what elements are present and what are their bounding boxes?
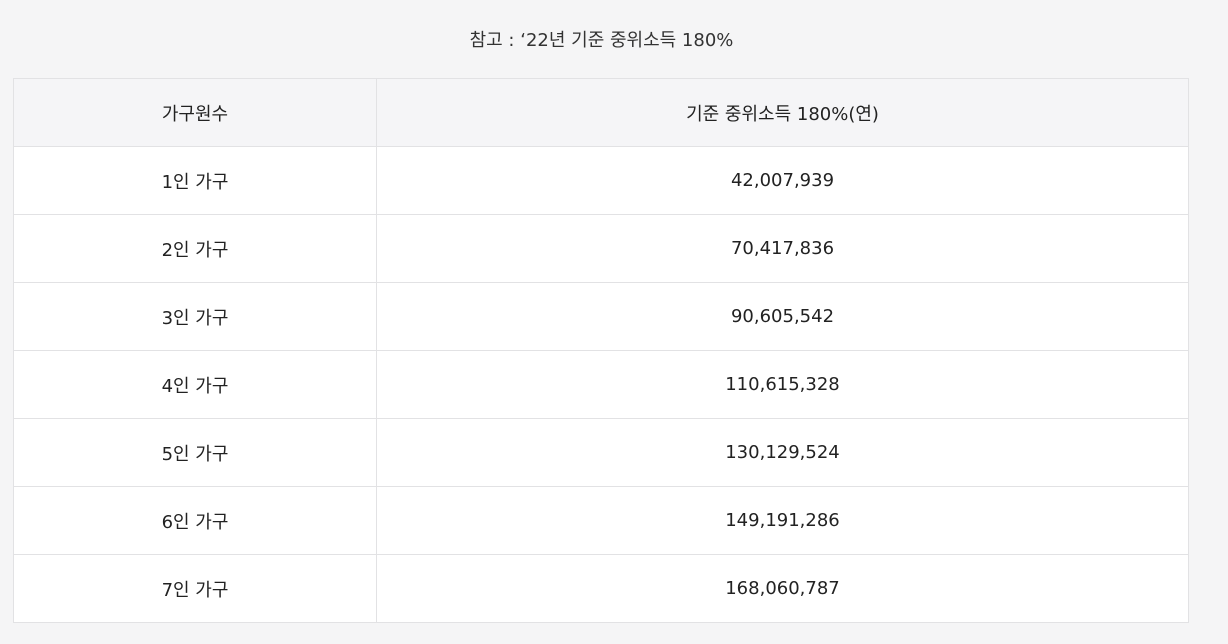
table-row: 5인 가구 130,129,524 (13, 418, 1189, 487)
income-value-cell: 168,060,787 (376, 554, 1189, 623)
household-size-cell: 4인 가구 (13, 350, 377, 419)
median-income-table: 가구원수 기준 중위소득 180%(연) 1인 가구 42,007,939 2인… (13, 78, 1189, 623)
household-size-cell: 1인 가구 (13, 146, 377, 215)
table-header-row: 가구원수 기준 중위소득 180%(연) (13, 78, 1189, 147)
table-caption: 참고 : ‘22년 기준 중위소득 180% (469, 30, 734, 51)
header-median-income-180: 기준 중위소득 180%(연) (376, 78, 1189, 147)
header-household-size: 가구원수 (13, 78, 377, 147)
income-value-cell: 42,007,939 (376, 146, 1189, 215)
household-size-cell: 2인 가구 (13, 214, 377, 283)
table-row: 7인 가구 168,060,787 (13, 554, 1189, 623)
household-size-cell: 5인 가구 (13, 418, 377, 487)
table-row: 1인 가구 42,007,939 (13, 146, 1189, 215)
table-row: 2인 가구 70,417,836 (13, 214, 1189, 283)
household-size-cell: 3인 가구 (13, 282, 377, 351)
table-row: 4인 가구 110,615,328 (13, 350, 1189, 419)
income-value-cell: 130,129,524 (376, 418, 1189, 487)
income-value-cell: 70,417,836 (376, 214, 1189, 283)
table-row: 3인 가구 90,605,542 (13, 282, 1189, 351)
table-row: 6인 가구 149,191,286 (13, 486, 1189, 555)
income-value-cell: 90,605,542 (376, 282, 1189, 351)
income-value-cell: 110,615,328 (376, 350, 1189, 419)
income-value-cell: 149,191,286 (376, 486, 1189, 555)
household-size-cell: 7인 가구 (13, 554, 377, 623)
household-size-cell: 6인 가구 (13, 486, 377, 555)
